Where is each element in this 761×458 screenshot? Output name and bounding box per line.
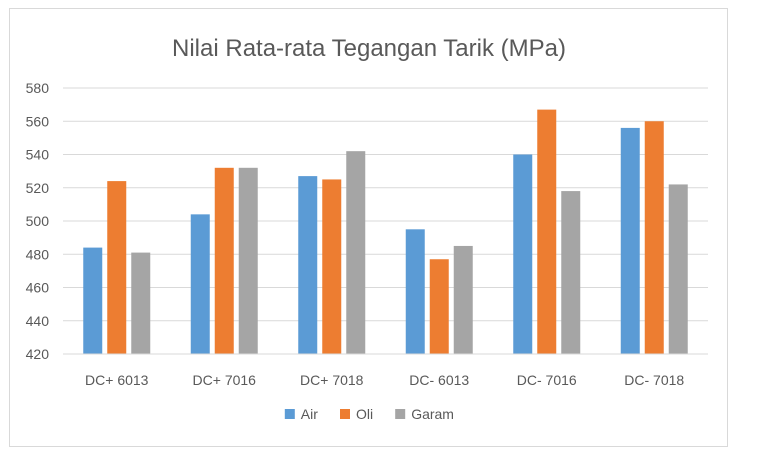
x-tick-label: DC+ 6013 [85,372,149,388]
bar-oli-4 [537,109,557,354]
y-axis-ticks: 420 440 460 480 500 520 540 560 580 [26,80,50,362]
bar-oli-3 [429,259,449,354]
bar-garam-4 [561,191,581,354]
legend-swatch-garam [395,409,406,419]
x-tick-label: DC+ 7016 [193,372,257,388]
bar-air-2 [298,176,318,354]
legend-label-air: Air [301,406,318,422]
bars [83,109,688,355]
bar-garam-0 [131,252,151,354]
legend-label-garam: Garam [411,406,454,422]
y-tick-label: 420 [26,346,50,362]
bar-garam-1 [238,167,258,354]
bar-air-3 [405,229,425,354]
x-tick-label: DC+ 7018 [300,372,364,388]
x-tick-label: DC- 7018 [624,372,684,388]
bar-oli-0 [107,181,127,354]
legend-swatch-oli [340,409,350,419]
bar-air-5 [620,127,640,355]
bar-garam-2 [346,151,366,354]
y-tick-label: 480 [26,246,50,262]
legend-label-oli: Oli [356,406,373,422]
x-tick-label: DC- 7016 [517,372,577,388]
legend-swatch-air [284,409,295,419]
y-tick-label: 540 [26,147,50,163]
bar-air-1 [190,214,210,354]
y-tick-label: 560 [26,113,50,129]
gridlines [63,87,708,322]
bar-air-4 [513,154,533,354]
y-tick-label: 520 [26,180,50,196]
y-tick-label: 460 [26,280,50,296]
bar-oli-2 [322,179,342,354]
x-axis-ticks: DC+ 6013 DC+ 7016 DC+ 7018 DC- 6013 DC- 7016… [85,372,684,388]
y-tick-label: 440 [26,313,50,329]
chart-title: Nilai Rata-rata Tegangan Tarik (MPa) [172,35,566,62]
bar-oli-1 [214,167,234,354]
x-tick-label: DC- 6013 [409,372,469,388]
chart-frame [9,8,728,447]
bar-oli-5 [644,121,664,354]
bar-garam-3 [453,245,473,354]
legend: Air Oli Garam [284,406,454,422]
bar-garam-5 [668,184,688,354]
bar-air-0 [83,247,103,354]
y-tick-label: 580 [26,80,50,96]
y-tick-label: 500 [26,213,50,229]
